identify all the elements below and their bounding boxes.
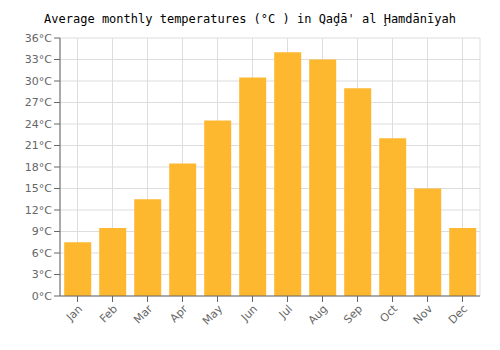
svg-text:33°C: 33°C — [25, 53, 52, 66]
svg-text:21°C: 21°C — [25, 139, 52, 152]
html-text:Average monthly temperatures (: Average monthly temperatures (°C ) in Qa… — [44, 12, 456, 26]
svg-text:9°C: 9°C — [32, 225, 52, 238]
svg-text:Nov: Nov — [411, 302, 436, 327]
svg-text:12°C: 12°C — [25, 204, 52, 217]
svg-text:Jul: Jul — [276, 302, 295, 321]
svg-text:Mar: Mar — [131, 302, 155, 326]
svg-text:Feb: Feb — [97, 302, 120, 325]
svg-text:Sep: Sep — [341, 302, 365, 326]
svg-text:Jun: Jun — [238, 302, 260, 324]
svg-text:36°C: 36°C — [25, 32, 52, 45]
svg-text:Oct: Oct — [377, 302, 400, 325]
svg-text:15°C: 15°C — [25, 182, 52, 195]
svg-text:18°C: 18°C — [25, 161, 52, 174]
svg-text:May: May — [200, 302, 226, 328]
svg-text:3°C: 3°C — [32, 268, 52, 281]
svg-text:6°C: 6°C — [32, 247, 52, 260]
svg-text:Dec: Dec — [446, 302, 470, 326]
svg-text:Jan: Jan — [63, 302, 85, 324]
svg-text:24°C: 24°C — [25, 118, 52, 131]
svg-text:27°C: 27°C — [25, 96, 52, 109]
svg-text:Aug: Aug — [306, 302, 330, 326]
svg-text:0°C: 0°C — [32, 290, 52, 303]
svg-text:30°C: 30°C — [25, 75, 52, 88]
svg-text:Apr: Apr — [167, 302, 190, 325]
